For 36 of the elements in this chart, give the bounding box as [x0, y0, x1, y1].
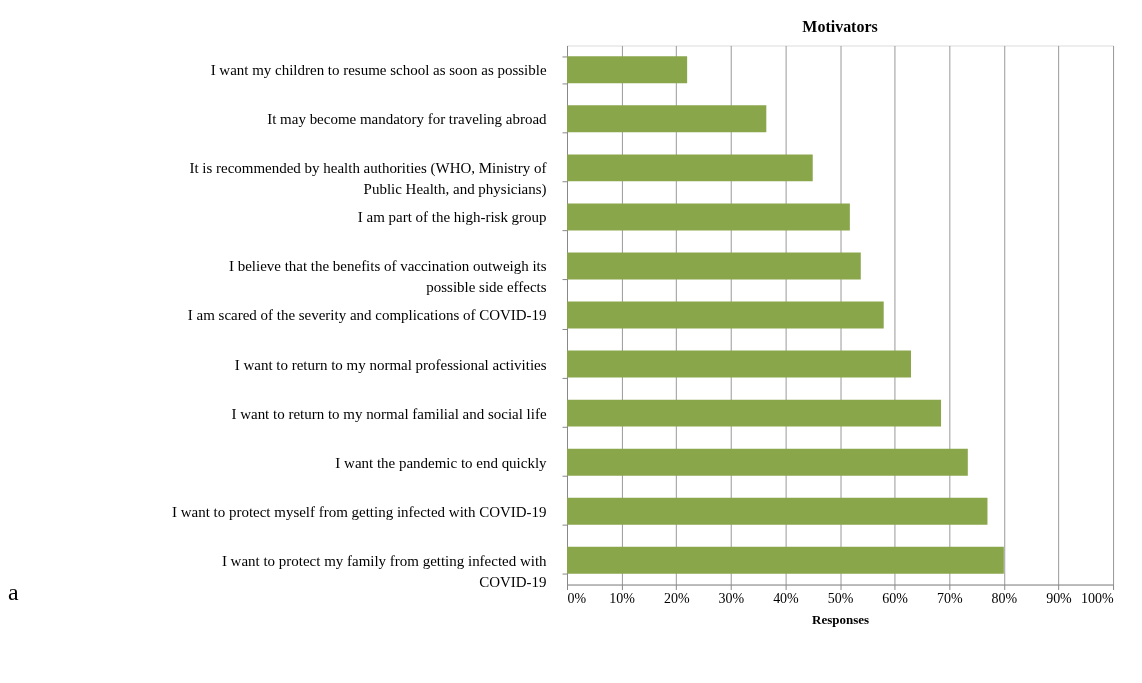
y-tick-label: I want the pandemic to end quickly	[335, 454, 548, 471]
y-tick-label: I want to return to my normal professional activities	[234, 356, 547, 373]
x-axis-title: Responses	[812, 611, 869, 627]
y-tick-label: I want to return to my normal familial and social life	[231, 405, 547, 422]
y-tick-label: I want to protect my family from getting infected with COVID-19	[221, 552, 548, 590]
x-tick-label: 40%	[773, 591, 800, 606]
bar	[567, 252, 861, 280]
bar	[567, 399, 942, 427]
x-tick-label: 60%	[882, 591, 909, 606]
bar	[567, 154, 813, 182]
bar	[567, 546, 1004, 574]
bar	[567, 350, 912, 378]
x-tick-label: 0%	[567, 591, 587, 606]
x-tick-label: 80%	[991, 591, 1018, 606]
y-tick-label: I want to protect myself from getting infected with COVID-19	[172, 503, 547, 520]
y-tick-label: I believe that the benefits of vaccination outweigh its possible side effects	[228, 258, 547, 296]
bar	[567, 301, 884, 329]
bar	[567, 203, 850, 231]
y-tick-label: I am part of the high-risk group	[357, 209, 547, 226]
y-tick-label: I want my children to resume school as soon as possible	[210, 62, 547, 79]
bar	[567, 497, 988, 525]
x-tick-label: 90%	[1046, 591, 1073, 606]
x-tick-label: 10%	[609, 591, 636, 606]
y-tick-label: It may become mandatory for traveling abroad	[267, 111, 548, 128]
text: a	[7, 578, 19, 605]
chart-title: Motivators	[802, 17, 878, 35]
bar	[567, 105, 767, 133]
x-tick-label: 50%	[827, 591, 854, 606]
bar	[567, 56, 688, 84]
y-tick-label: It is recommended by health authorities (WHO, Ministry of Public Health, and physicians)	[189, 160, 547, 199]
x-tick-label: 70%	[936, 591, 963, 606]
x-tick-label: 20%	[663, 591, 690, 606]
bar	[567, 448, 968, 476]
y-tick-label: I am scared of the severity and complications of COVID-19	[187, 307, 547, 324]
x-tick-label: 30%	[718, 591, 745, 606]
x-tick-label: 100%	[1080, 591, 1114, 606]
